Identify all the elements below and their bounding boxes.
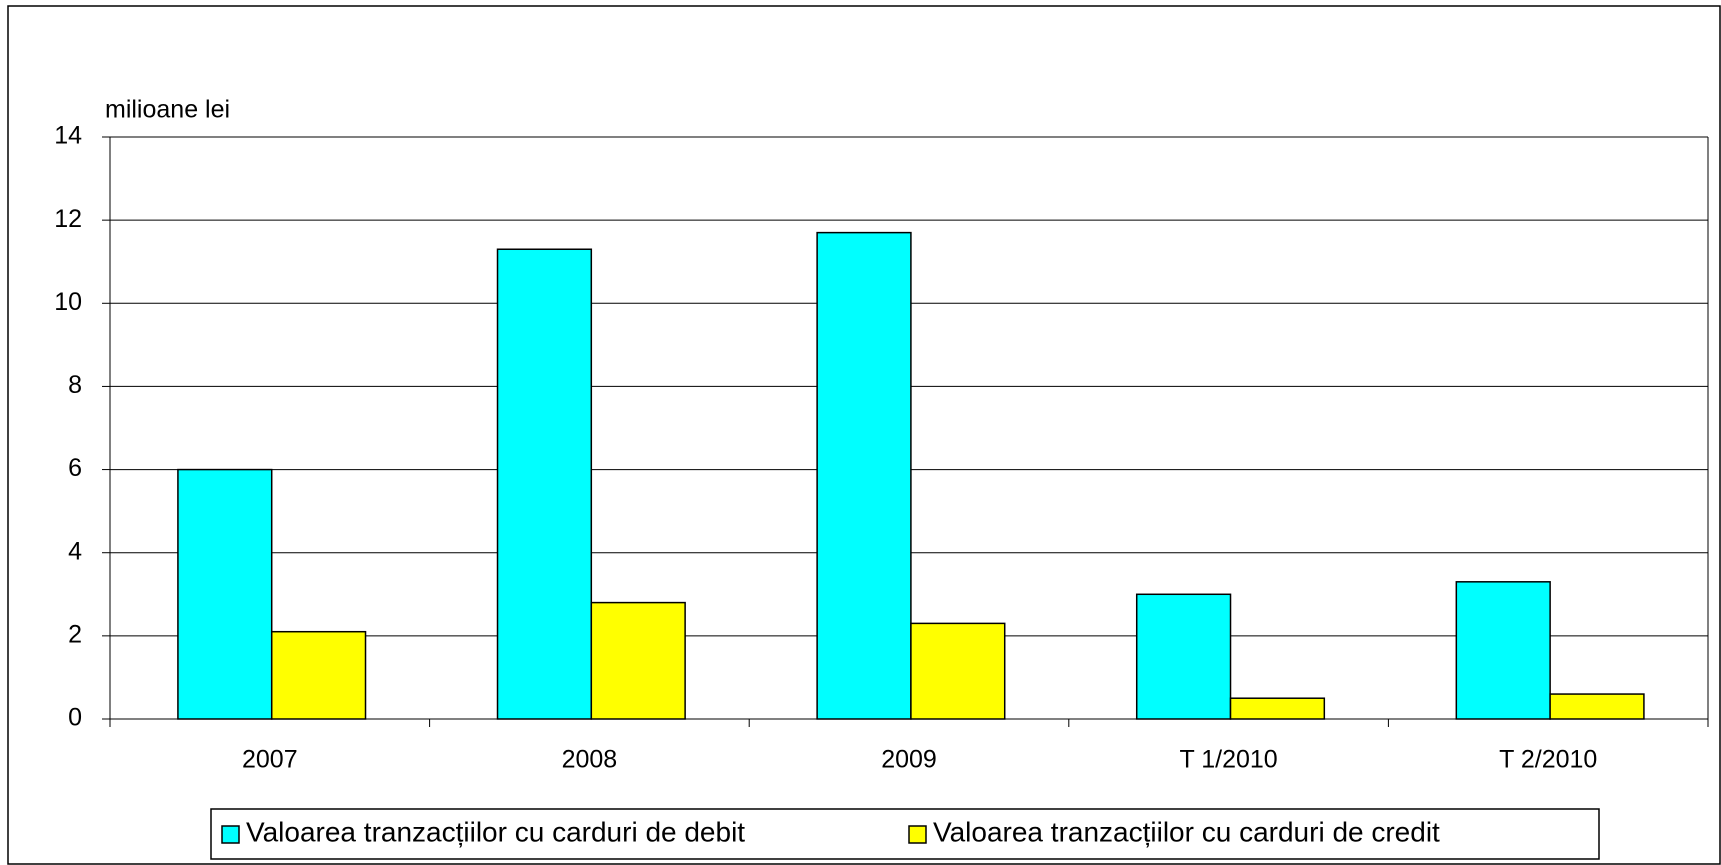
bar <box>270 630 367 720</box>
y-tick-label: 10 <box>54 288 82 316</box>
x-tick-label: 2008 <box>562 746 618 774</box>
y-tick-label: 2 <box>68 620 82 648</box>
bar <box>910 622 1006 720</box>
bar <box>816 231 912 720</box>
legend-box <box>210 808 1600 860</box>
y-axis-label: milioane lei <box>105 96 230 124</box>
legend-marker <box>908 825 927 844</box>
legend-marker <box>221 825 240 844</box>
bar <box>1135 593 1232 720</box>
bar <box>177 468 273 720</box>
y-tick-label: 4 <box>68 537 82 565</box>
legend-label: Valoarea tranzacțiilor cu carduri de cre… <box>933 816 1440 847</box>
y-tick-label: 8 <box>68 371 82 399</box>
x-tick-label: T 2/2010 <box>1499 746 1597 774</box>
legend-label: Valoarea tranzacțiilor cu carduri de deb… <box>246 816 745 847</box>
y-tick-label: 0 <box>68 704 82 732</box>
bar <box>496 248 593 720</box>
y-tick-label: 14 <box>54 122 82 150</box>
bar <box>1455 581 1551 720</box>
x-tick-label: 2009 <box>881 746 937 774</box>
x-tick-label: T 1/2010 <box>1179 746 1277 774</box>
bar <box>1549 693 1645 720</box>
x-tick-label: 2007 <box>242 746 298 774</box>
bar <box>1229 697 1326 720</box>
y-tick-label: 6 <box>68 454 82 482</box>
y-tick-label: 12 <box>54 205 82 233</box>
bar <box>590 601 686 720</box>
